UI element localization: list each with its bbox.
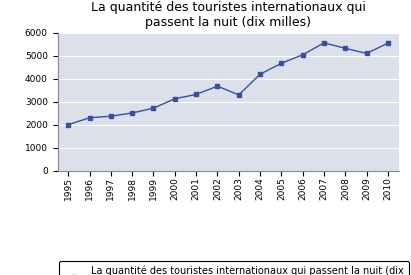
La quantité des touristes internationaux qui passent la nuit (dix
milles) xyxy=(300,53,305,56)
La quantité des touristes internationaux qui passent la nuit (dix
milles) xyxy=(386,42,390,45)
La quantité des touristes internationaux qui passent la nuit (dix
milles) xyxy=(236,93,241,97)
La quantité des touristes internationaux qui passent la nuit (dix
milles) xyxy=(66,123,71,126)
Title: La quantité des touristes internationaux qui
passent la nuit (dix milles): La quantité des touristes internationaux… xyxy=(91,1,365,29)
La quantité des touristes internationaux qui passent la nuit (dix
milles) xyxy=(87,116,92,119)
Legend: La quantité des touristes internationaux qui passent la nuit (dix
milles): La quantité des touristes internationaux… xyxy=(59,261,409,275)
La quantité des touristes internationaux qui passent la nuit (dix
milles) xyxy=(109,114,113,118)
La quantité des touristes internationaux qui passent la nuit (dix
milles) xyxy=(194,93,199,96)
La quantité des touristes internationaux qui passent la nuit (dix
milles) xyxy=(151,106,156,110)
La quantité des touristes internationaux qui passent la nuit (dix
milles) xyxy=(343,47,348,50)
La quantité des touristes internationaux qui passent la nuit (dix
milles) xyxy=(130,111,135,115)
La quantité des touristes internationaux qui passent la nuit (dix
milles) xyxy=(321,41,326,45)
La quantité des touristes internationaux qui passent la nuit (dix
milles) xyxy=(279,62,284,65)
La quantité des touristes internationaux qui passent la nuit (dix
milles) xyxy=(258,73,263,76)
La quantité des touristes internationaux qui passent la nuit (dix
milles) xyxy=(364,52,369,55)
La quantité des touristes internationaux qui passent la nuit (dix
milles) xyxy=(215,84,220,88)
Line: La quantité des touristes internationaux qui passent la nuit (dix
milles): La quantité des touristes internationaux… xyxy=(66,40,390,127)
La quantité des touristes internationaux qui passent la nuit (dix
milles) xyxy=(172,97,177,100)
